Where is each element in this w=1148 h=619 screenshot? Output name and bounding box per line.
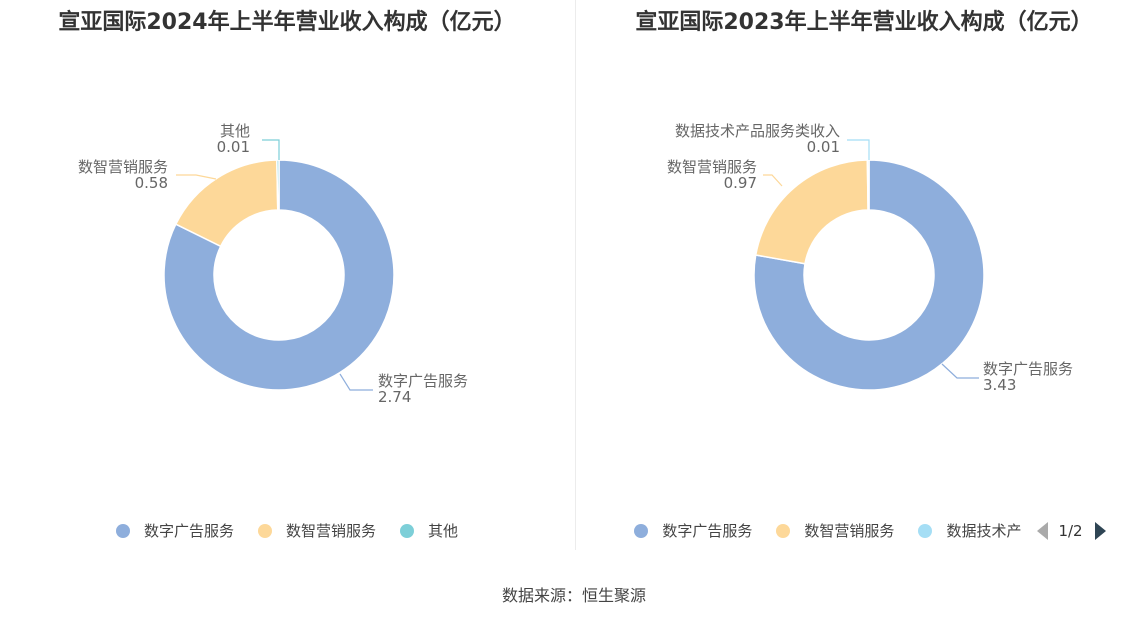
pie-slice[interactable] xyxy=(866,159,870,211)
label-leader-line xyxy=(262,139,280,160)
legend-label: 数据技术产 xyxy=(946,522,1022,540)
legend-label: 数智营销服务 xyxy=(285,522,376,540)
chart-title-2023: 宣亚国际2023年上半年营业收入构成（亿元） xyxy=(635,10,1093,35)
label-leader-line xyxy=(176,174,217,180)
label-leader-line xyxy=(763,174,783,187)
pie-slice[interactable] xyxy=(163,159,395,391)
legend-marker xyxy=(257,523,272,538)
legend-marker xyxy=(776,523,791,538)
legend-marker xyxy=(918,523,933,538)
legend-item-digital-ads[interactable]: 数字广告服务 xyxy=(634,520,752,541)
slice-category-label: 其他 xyxy=(220,122,250,140)
legend-label: 数字广告服务 xyxy=(662,522,753,540)
panel-divider xyxy=(575,0,576,550)
slice-value-label: 2.74 xyxy=(378,388,411,406)
legend-marker xyxy=(634,523,649,538)
label-leader-line xyxy=(941,363,979,379)
slice-value-label: 0.58 xyxy=(135,174,168,192)
slice-category-label: 数智营销服务 xyxy=(78,158,168,176)
slice-value-label: 0.01 xyxy=(807,138,840,156)
slice-value-label: 3.43 xyxy=(983,376,1016,394)
legend-item-data-tech[interactable]: 数据技术产 xyxy=(918,520,1021,541)
legend-label: 数智营销服务 xyxy=(804,522,895,540)
pie-slice[interactable] xyxy=(753,159,985,391)
slice-category-label: 数字广告服务 xyxy=(378,372,468,390)
slice-value-label: 0.01 xyxy=(217,138,250,156)
slice-category-label: 数智营销服务 xyxy=(667,158,757,176)
legend-item-other[interactable]: 其他 xyxy=(400,520,458,541)
legend-pager: 1/2 xyxy=(1037,521,1106,540)
legend-page-indicator: 1/2 xyxy=(1058,521,1083,540)
legend-marker xyxy=(400,523,414,538)
legend-2023: 数字广告服务 数智营销服务 数据技术产 1/2 xyxy=(577,520,1148,541)
next-page-icon[interactable] xyxy=(1094,521,1106,540)
chart-panel-2023: 宣亚国际2023年上半年营业收入构成（亿元） 数字广告服务 3.43 数智营销服务 0… xyxy=(577,0,1148,550)
legend-item-smart-marketing[interactable]: 数智营销服务 xyxy=(257,520,376,541)
label-leader-line xyxy=(847,139,870,160)
data-source-note: 数据来源：恒生聚源 xyxy=(501,586,646,605)
slice-category-label: 数据技术产品服务类收入 xyxy=(675,122,840,140)
legend-label: 其他 xyxy=(428,522,459,540)
chart-title-2024: 宣亚国际2024年上半年营业收入构成（亿元） xyxy=(58,10,516,35)
legend-2024: 数字广告服务 数智营销服务 其他 xyxy=(0,520,574,541)
prev-page-icon[interactable] xyxy=(1037,521,1049,540)
legend-label: 数字广告服务 xyxy=(143,522,234,540)
slice-value-label: 0.97 xyxy=(724,174,757,192)
label-leader-line xyxy=(339,373,373,391)
pie-slice[interactable] xyxy=(276,159,280,211)
legend-marker xyxy=(115,523,130,538)
legend-item-smart-marketing[interactable]: 数智营销服务 xyxy=(776,520,894,541)
chart-panel-2024: 宣亚国际2024年上半年营业收入构成（亿元） 数字广告服务 2.74 数智营销服务 0… xyxy=(0,0,574,550)
legend-item-digital-ads[interactable]: 数字广告服务 xyxy=(115,520,234,541)
slice-category-label: 数字广告服务 xyxy=(983,360,1073,378)
